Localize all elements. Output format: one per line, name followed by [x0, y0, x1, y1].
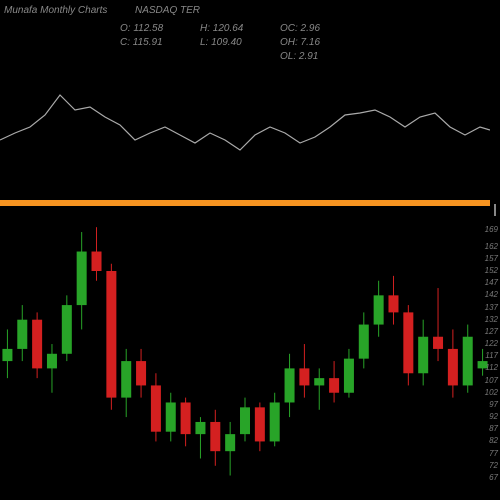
axis-label: 82: [489, 436, 498, 445]
ohlc-close: C: 115.91: [120, 36, 200, 50]
ohlc-low: L: 109.40: [200, 36, 280, 50]
ohlc-oh: OH: 7.16: [280, 36, 340, 50]
chart-header: Munafa Monthly Charts NASDAQ TER: [0, 0, 500, 20]
axis-label: 67: [489, 473, 498, 482]
ohlc-oc: OC: 2.96: [280, 22, 340, 36]
separator-gap: [0, 188, 490, 200]
ohlc-high: H: 120.64: [200, 22, 280, 36]
axis-label: 92: [489, 412, 498, 421]
left-title: Munafa Monthly Charts: [4, 5, 107, 16]
line-chart: [0, 55, 490, 175]
axis-label: 72: [489, 461, 498, 470]
candlestick-chart: [0, 215, 490, 495]
separator-bar: [0, 200, 490, 206]
axis-label: 87: [489, 424, 498, 433]
separator-marker: [494, 204, 496, 216]
axis-label: 97: [489, 400, 498, 409]
axis-label: 77: [489, 449, 498, 458]
right-title: NASDAQ TER: [135, 5, 200, 16]
ohlc-open: O: 112.58: [120, 22, 200, 36]
